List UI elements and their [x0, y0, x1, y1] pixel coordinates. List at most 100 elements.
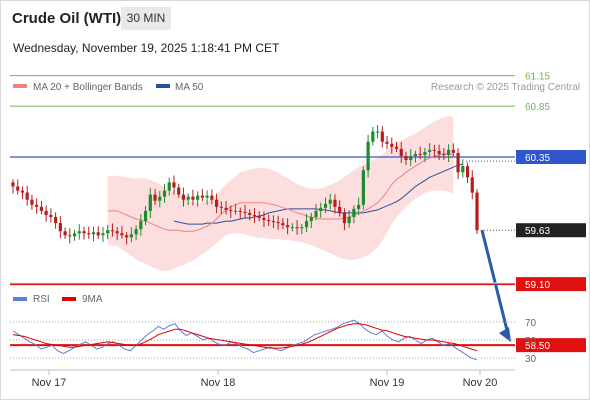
candle-body	[181, 194, 186, 200]
instrument-title: Crude Oil (WTI)	[12, 10, 122, 27]
candle-body	[96, 232, 100, 236]
candle-body	[167, 182, 171, 191]
candle-body	[233, 210, 238, 212]
candle-body	[357, 204, 361, 209]
candle-body	[442, 153, 446, 155]
candle-body	[423, 151, 427, 155]
candle-body	[428, 149, 432, 152]
candle-body	[394, 146, 399, 149]
candle-body	[385, 141, 389, 144]
ma9-legend-label: 9MA	[82, 294, 103, 305]
timeframe-badge[interactable]: 30 MIN	[121, 7, 171, 30]
last-price-label: 59.63	[525, 226, 550, 237]
candle-body	[115, 231, 119, 234]
level-tag-pivot	[516, 150, 586, 164]
candle-body	[347, 217, 351, 224]
level-tag-support	[516, 277, 586, 292]
candle-body	[16, 186, 20, 191]
candle-body	[82, 231, 86, 234]
candle-body	[304, 221, 309, 228]
candle-body	[432, 149, 436, 151]
credit-text: Research © 2025 Trading Central	[431, 82, 580, 93]
rsi-tick-label: 70	[525, 318, 537, 329]
candle-body	[361, 170, 365, 205]
resistance-label: 61.15	[525, 72, 550, 83]
candle-body	[214, 199, 219, 207]
level-label-support: 59.10	[525, 280, 550, 291]
candle-body	[465, 166, 470, 178]
ma20-legend-swatch	[13, 84, 27, 88]
rsi-plot: 70 50 30	[10, 318, 537, 365]
candle-body	[451, 149, 455, 153]
ma9-line	[12, 323, 478, 352]
candle-body	[25, 192, 29, 200]
candle-body	[366, 141, 370, 171]
ma50-legend-swatch	[156, 84, 170, 88]
candle-body	[210, 195, 214, 200]
candle-body	[196, 195, 200, 200]
candle-body	[399, 148, 403, 156]
candle-body	[461, 166, 465, 173]
candle-body	[162, 190, 167, 197]
candle-body	[437, 150, 441, 154]
projection-arrow-shaft	[480, 229, 510, 335]
x-tick-label: Nov 19	[370, 377, 405, 389]
ma9-legend-swatch	[62, 297, 76, 301]
rsi-tick-label: 50	[525, 336, 537, 347]
level-label-support: 58.50	[525, 341, 550, 352]
candle-body	[404, 155, 408, 161]
candle-body	[68, 235, 72, 237]
ma50-legend-label: MA 50	[175, 82, 204, 93]
candle-body	[319, 207, 323, 211]
candle-body	[323, 203, 328, 208]
candle-body	[205, 195, 209, 198]
candle-body	[200, 195, 204, 198]
candle-body	[257, 215, 261, 219]
candle-body	[375, 131, 380, 133]
projection-arrow-head	[499, 327, 511, 343]
candle-body	[342, 212, 347, 224]
candle-body	[186, 196, 190, 200]
candle-body	[134, 229, 138, 235]
candle-body	[295, 227, 299, 229]
candle-body	[148, 194, 152, 211]
candle-body	[281, 223, 285, 226]
candle-body	[309, 217, 313, 222]
candle-body	[470, 177, 474, 193]
candle-body	[352, 208, 356, 218]
candle-body	[125, 235, 129, 238]
candle-body	[153, 194, 157, 201]
candle-body	[413, 153, 418, 156]
bollinger-band	[107, 116, 454, 272]
candle-body	[290, 227, 294, 229]
last-price-tag	[516, 223, 586, 238]
ma50-line	[173, 163, 463, 225]
x-tick-label: Nov 20	[463, 377, 498, 389]
candle-body	[333, 199, 337, 207]
candle-body	[243, 211, 247, 213]
candle-body	[143, 210, 148, 222]
candle-body	[158, 196, 162, 201]
candle-body	[286, 225, 290, 228]
candle-body	[371, 131, 375, 142]
rsi-legend-label: RSI	[33, 294, 50, 305]
candle-body	[224, 207, 228, 210]
candle-body	[35, 204, 39, 207]
candle-body	[191, 196, 195, 200]
candle-body	[271, 221, 276, 223]
candle-body	[63, 231, 67, 236]
candle-body	[11, 182, 15, 187]
candle-body	[49, 214, 53, 218]
candle-body	[72, 233, 77, 237]
ma20-line	[107, 153, 454, 232]
candle-body	[20, 190, 25, 193]
resistance-label: 60.85	[525, 102, 550, 113]
rsi-legend-swatch	[13, 297, 27, 301]
level-label-pivot: 60.35	[525, 153, 550, 164]
candle-body	[276, 222, 280, 224]
chart-header: Crude Oil (WTI) 30 MIN	[0, 0, 590, 36]
candle-body	[409, 155, 413, 161]
candle-body	[77, 231, 81, 234]
candle-body	[229, 209, 233, 211]
